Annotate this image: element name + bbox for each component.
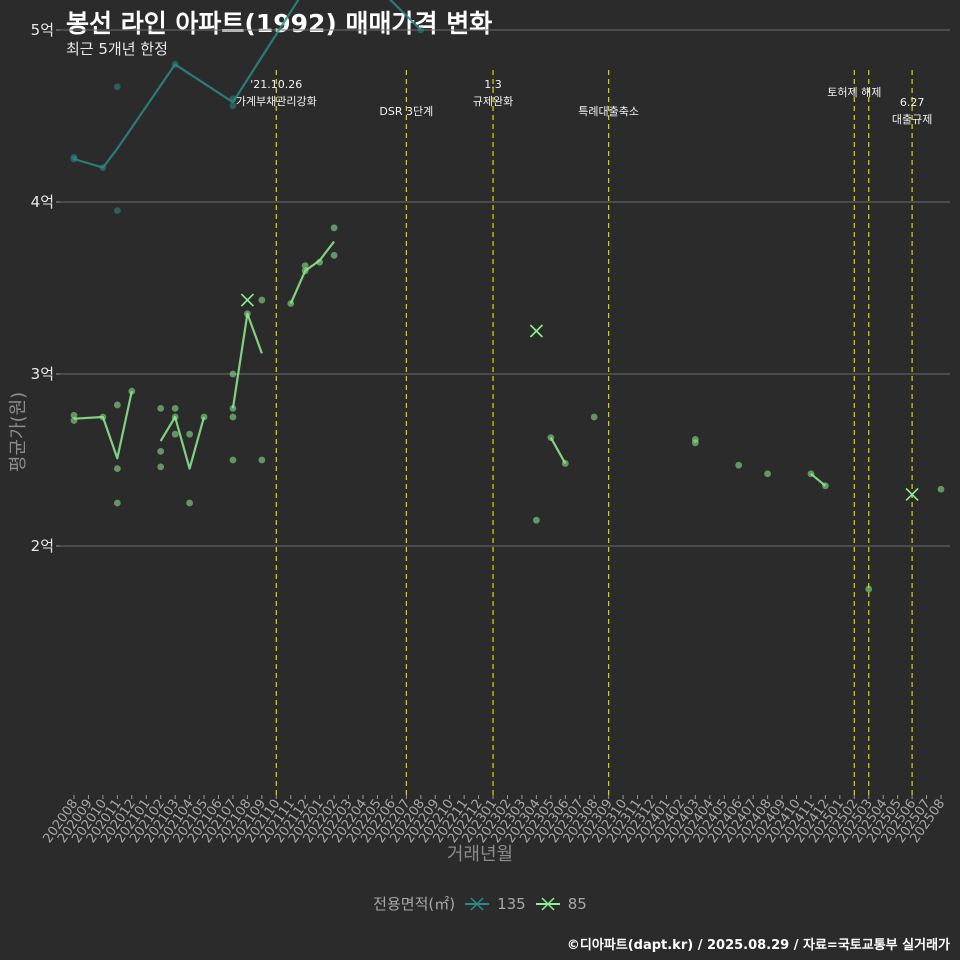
series-line xyxy=(231,312,263,409)
data-point xyxy=(301,262,309,270)
y-axis-ticks: 2억 3억 4억 5억 xyxy=(31,21,60,555)
event-label: 1.3 xyxy=(484,78,502,91)
legend-key-135 xyxy=(465,896,490,911)
data-point xyxy=(113,83,121,91)
series-line xyxy=(549,437,567,464)
data-point xyxy=(330,224,338,232)
series-line xyxy=(73,0,422,169)
series-135 xyxy=(70,0,425,215)
data-point xyxy=(113,465,121,472)
y-tick-label: 5억 xyxy=(31,21,54,39)
series-line xyxy=(289,240,335,304)
data-point xyxy=(590,413,598,421)
event-label: 대출규제 xyxy=(892,113,932,126)
data-point xyxy=(691,439,699,447)
event-label: 특례대출축소 xyxy=(578,105,639,118)
y-tick-label: 2억 xyxy=(31,537,54,555)
legend-key-85 xyxy=(535,896,560,911)
data-point xyxy=(157,463,165,471)
data-point xyxy=(113,401,121,409)
event-label: DSR 3단계 xyxy=(379,105,433,118)
chart-subtitle: 최근 5개년 한정 xyxy=(66,40,168,58)
cross-marker xyxy=(529,324,543,338)
event-label: 6.27 xyxy=(900,96,925,109)
x-axis-title: 거래년월 xyxy=(447,844,513,865)
series-line xyxy=(159,415,206,470)
data-point xyxy=(113,207,121,215)
legend-label-135: 135 xyxy=(497,894,526,913)
data-point xyxy=(157,448,165,455)
series-line xyxy=(810,472,827,487)
data-point xyxy=(229,456,237,464)
data-point xyxy=(157,405,165,412)
data-point xyxy=(735,461,743,469)
data-point xyxy=(113,499,121,507)
legend: 전용면적(㎡) 135 85 xyxy=(0,893,960,914)
data-point xyxy=(229,370,237,378)
y-tick-label: 4억 xyxy=(31,193,54,211)
cross-marker xyxy=(240,293,254,307)
legend-label-85: 85 xyxy=(567,894,587,913)
data-point xyxy=(533,516,540,524)
data-point xyxy=(229,102,237,110)
event-label: 토허제 해제 xyxy=(827,85,881,99)
data-point xyxy=(171,405,179,412)
data-point xyxy=(70,411,78,419)
event-label: '21.10.26 xyxy=(250,78,302,91)
source-caption: ©디아파트(dapt.kr) / 2025.08.29 / 자료=국토교통부 실… xyxy=(566,938,950,953)
event-label: 규제완화 xyxy=(473,95,513,108)
legend-item-85: 85 xyxy=(534,894,587,914)
series-85 xyxy=(70,224,945,593)
gridlines xyxy=(60,29,950,547)
data-point xyxy=(258,296,266,304)
data-point xyxy=(229,413,237,421)
data-point xyxy=(186,430,194,438)
series-line xyxy=(73,390,133,460)
data-point xyxy=(330,251,338,259)
data-point xyxy=(200,413,208,421)
y-tick-label: 3억 xyxy=(31,365,54,383)
x-axis-ticks: 2020082020092020102020112020122021012021… xyxy=(41,795,948,846)
data-point xyxy=(937,485,945,493)
legend-title: 전용면적(㎡) xyxy=(373,895,456,913)
event-label: 가계부채관리강화 xyxy=(236,95,317,108)
cross-marker xyxy=(905,487,919,501)
data-point xyxy=(171,430,179,438)
data-point xyxy=(258,456,266,464)
data-point xyxy=(186,499,194,507)
data-series xyxy=(70,0,945,593)
data-point xyxy=(128,387,136,395)
data-point xyxy=(865,585,873,593)
legend-item-135: 135 xyxy=(463,894,526,914)
event-lines xyxy=(275,70,913,795)
data-point xyxy=(764,470,771,478)
y-axis-title: 평균가(원) xyxy=(8,392,29,472)
